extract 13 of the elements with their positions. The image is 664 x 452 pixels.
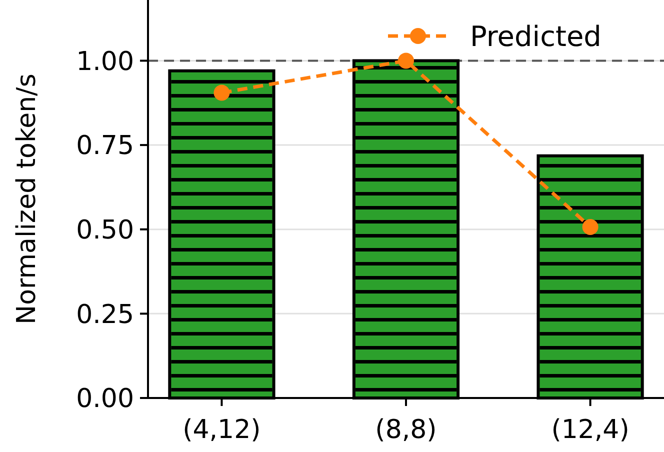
y-axis-title: Normalized token/s bbox=[12, 74, 42, 324]
y-tick-label: 0.75 bbox=[76, 131, 134, 162]
point bbox=[582, 218, 598, 235]
x-tick-label: (12,4) bbox=[551, 415, 630, 445]
x-tick-label: (4,12) bbox=[182, 415, 261, 445]
point bbox=[398, 52, 414, 69]
point bbox=[214, 84, 230, 101]
y-tick-label: 0.25 bbox=[76, 300, 134, 330]
y-tick-label: 1.00 bbox=[76, 46, 134, 77]
x-tick-label: (8,8) bbox=[375, 415, 437, 445]
y-tick-label: 0.50 bbox=[76, 215, 134, 246]
y-tick-label: 0.00 bbox=[76, 384, 134, 414]
legend-label: Predicted bbox=[470, 20, 602, 53]
